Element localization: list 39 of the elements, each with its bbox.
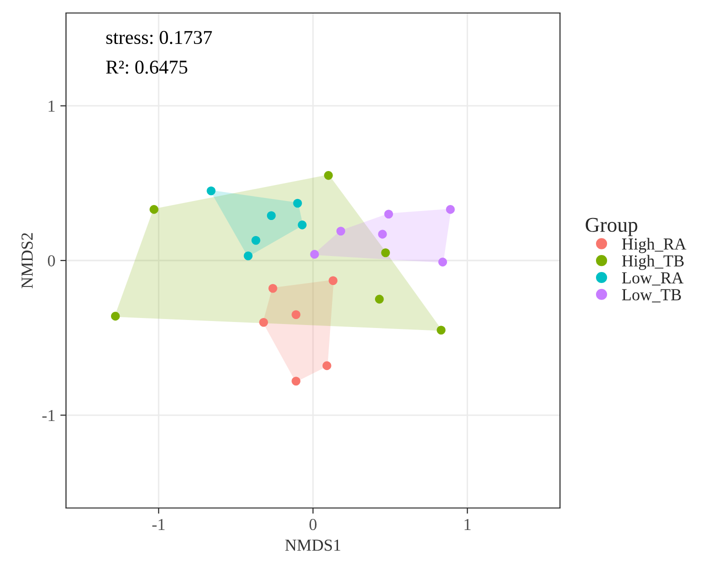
point: [150, 205, 158, 214]
x-axis-title: NMDS1: [285, 540, 340, 551]
y-tick-label: -1: [42, 410, 55, 421]
point: [438, 258, 448, 266]
point: [436, 326, 446, 334]
point: [384, 210, 394, 218]
point: [378, 230, 387, 239]
point: [251, 236, 260, 245]
point: [310, 250, 319, 259]
legend-label: High_TB: [622, 254, 684, 270]
point: [292, 310, 300, 320]
annotation: R²: 0.6475: [106, 60, 188, 74]
point: [328, 276, 338, 285]
point: [446, 205, 455, 214]
y-tick-label: 1: [48, 100, 55, 112]
point: [206, 186, 216, 196]
y-tick-label: 0: [48, 255, 55, 266]
legend-title: Group: [586, 218, 638, 236]
point: [293, 198, 302, 208]
point: [268, 284, 278, 293]
point: [111, 312, 120, 321]
legend-label: Low_RA: [622, 272, 684, 286]
point: [266, 211, 276, 220]
legend-label: High_RA: [622, 238, 686, 254]
point: [374, 294, 384, 304]
x-tick-label: 1: [464, 518, 471, 530]
legend-label: Low_TB: [622, 289, 681, 302]
point: [298, 220, 307, 230]
annotation: stress: 0.1737: [106, 30, 212, 44]
y-axis-title: NMDS2: [22, 233, 33, 288]
point: [322, 361, 332, 370]
x-tick-label: 0: [309, 518, 317, 530]
point: [324, 171, 333, 180]
point: [292, 376, 300, 386]
point: [259, 318, 268, 327]
point: [244, 251, 253, 260]
x-tick-label: -1: [152, 518, 165, 530]
point: [381, 248, 390, 258]
point: [336, 226, 346, 236]
